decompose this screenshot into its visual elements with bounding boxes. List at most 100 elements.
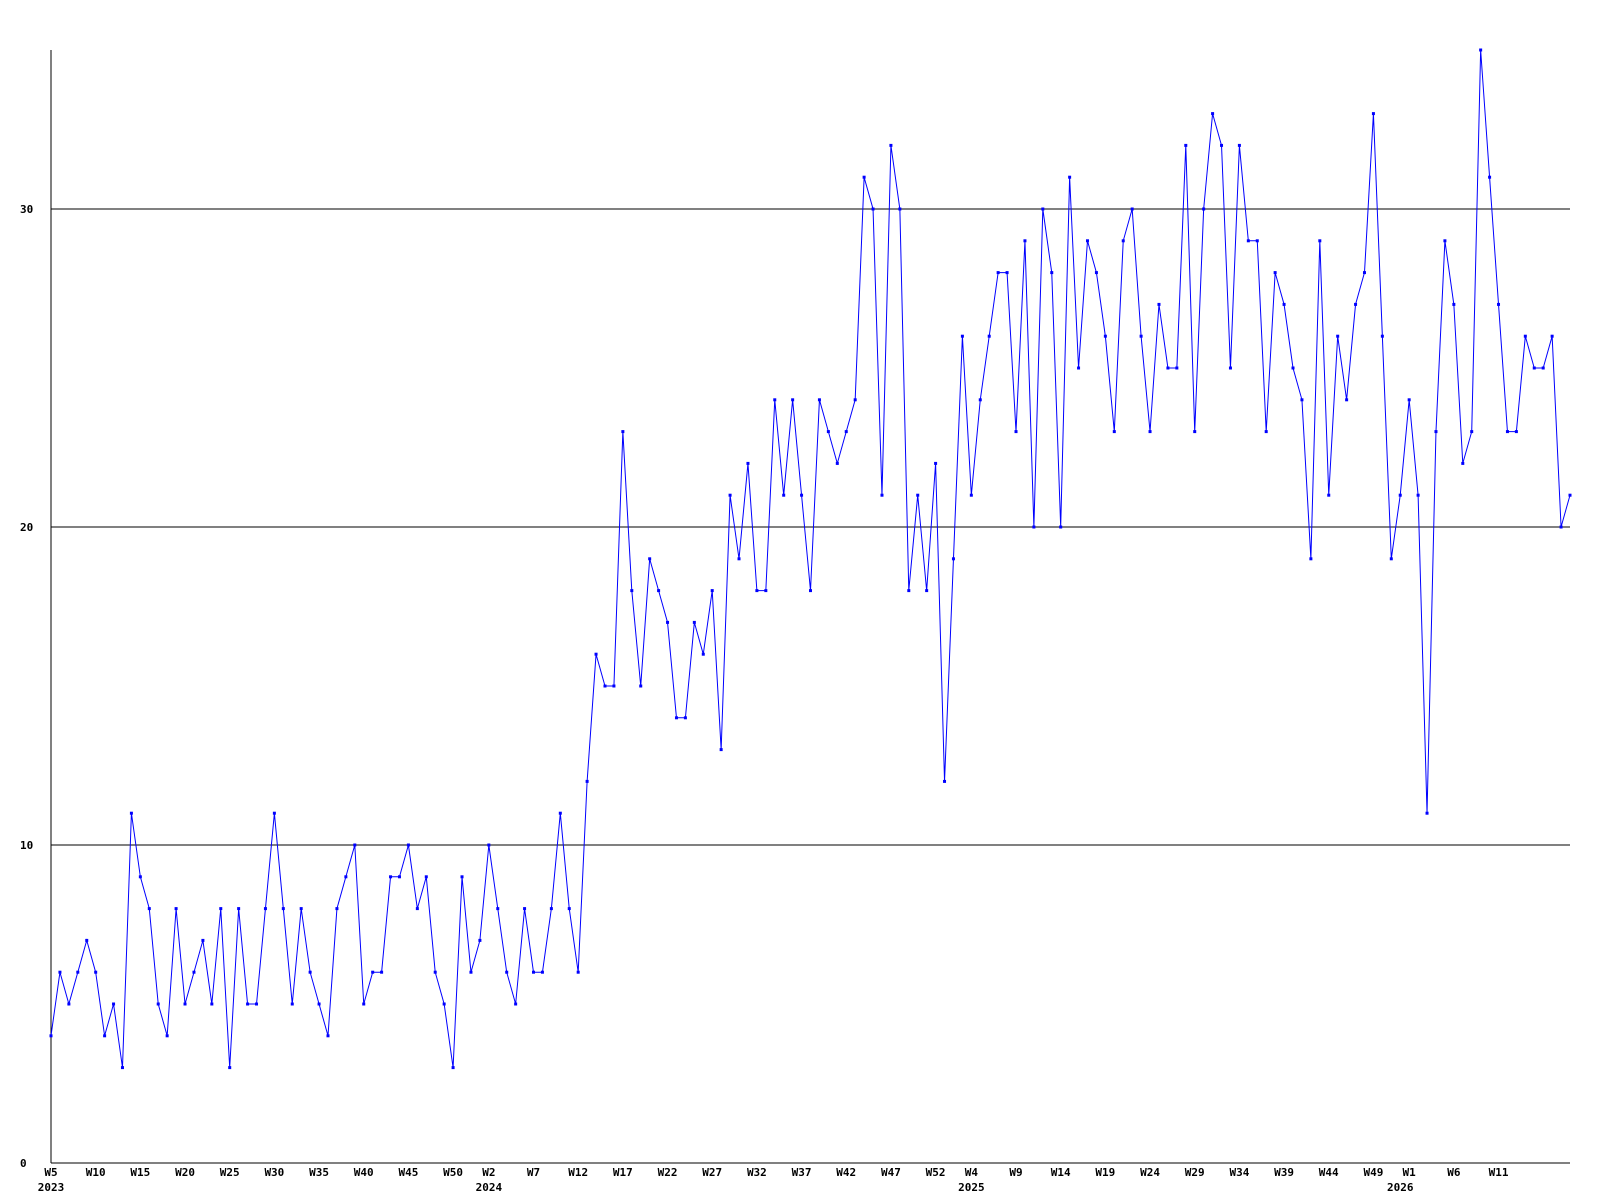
data-point (58, 970, 62, 974)
data-point (683, 716, 687, 720)
data-point (576, 970, 580, 974)
x-tick-label: W27 (702, 1166, 722, 1179)
x-tick-label: W34 (1229, 1166, 1249, 1179)
data-point (1184, 143, 1188, 147)
data-point (415, 907, 419, 911)
data-point (1157, 302, 1161, 306)
data-point (147, 907, 151, 911)
data-point (630, 589, 634, 593)
data-point (1318, 239, 1322, 243)
data-point (969, 493, 973, 497)
data-point (1398, 493, 1402, 497)
x-tick-label: W6 (1447, 1166, 1461, 1179)
data-point (657, 589, 661, 593)
data-point (1541, 366, 1545, 370)
data-point (1112, 430, 1116, 434)
x-tick-label: W15 (130, 1166, 150, 1179)
x-tick-label: W10 (86, 1166, 106, 1179)
data-point (951, 557, 955, 561)
data-point (639, 684, 643, 688)
data-point (120, 1066, 124, 1070)
data-point (737, 557, 741, 561)
x-tick-label: W22 (658, 1166, 678, 1179)
x-tick-label: W12 (568, 1166, 588, 1179)
data-point (1050, 271, 1054, 275)
data-point (219, 907, 223, 911)
data-point (263, 907, 267, 911)
x-tick-label: W17 (613, 1166, 633, 1179)
data-point (621, 430, 625, 434)
data-point (397, 875, 401, 879)
data-point (782, 493, 786, 497)
y-tick-label: 10 (20, 839, 33, 852)
data-point (174, 907, 178, 911)
data-point (791, 398, 795, 402)
data-point (835, 461, 839, 465)
data-point (996, 271, 1000, 275)
data-point (1175, 366, 1179, 370)
data-point (1505, 430, 1509, 434)
data-point (853, 398, 857, 402)
data-point (1228, 366, 1232, 370)
data-point (701, 652, 705, 656)
data-point (603, 684, 607, 688)
data-point (1005, 271, 1009, 275)
x-year-label: 2024 (476, 1181, 503, 1194)
data-point (1282, 302, 1286, 306)
data-point (1193, 430, 1197, 434)
data-point (1362, 271, 1366, 275)
data-point (326, 1034, 330, 1038)
data-point (514, 1002, 518, 1006)
y-tick-label: 30 (20, 203, 33, 216)
data-point (335, 907, 339, 911)
data-point (674, 716, 678, 720)
data-point (978, 398, 982, 402)
data-point (916, 493, 920, 497)
data-point (1077, 366, 1081, 370)
data-point (478, 938, 482, 942)
data-point (1443, 239, 1447, 243)
data-point (612, 684, 616, 688)
x-tick-label: W49 (1363, 1166, 1383, 1179)
data-point (862, 175, 866, 179)
data-point (1514, 430, 1518, 434)
data-point (1497, 302, 1501, 306)
data-point (532, 970, 536, 974)
data-point (442, 1002, 446, 1006)
data-point (49, 1034, 53, 1038)
data-point (1103, 334, 1107, 338)
x-tick-label: W45 (398, 1166, 418, 1179)
data-point (1389, 557, 1393, 561)
data-point (1425, 811, 1429, 815)
data-point (648, 557, 652, 561)
data-point (1550, 334, 1554, 338)
data-point (889, 143, 893, 147)
data-point (1148, 430, 1152, 434)
data-point (1336, 334, 1340, 338)
x-tick-label: W4 (965, 1166, 979, 1179)
data-point (1309, 557, 1313, 561)
series-line (50, 49, 1571, 1068)
x-tick-label: W14 (1051, 1166, 1071, 1179)
data-point (1085, 239, 1089, 243)
x-tick-label: W24 (1140, 1166, 1160, 1179)
data-point (1380, 334, 1384, 338)
data-point (1434, 430, 1438, 434)
data-point (666, 620, 670, 624)
data-point (817, 398, 821, 402)
data-point (496, 907, 500, 911)
data-point (1461, 461, 1465, 465)
data-point (1014, 430, 1018, 434)
data-point (1559, 525, 1563, 529)
x-tick-label: W50 (443, 1166, 463, 1179)
data-point (1220, 143, 1224, 147)
data-point (67, 1002, 71, 1006)
data-point (1166, 366, 1170, 370)
data-point (469, 970, 473, 974)
data-point (94, 970, 98, 974)
data-point (871, 207, 875, 211)
data-point (290, 1002, 294, 1006)
x-tick-label: W5 (44, 1166, 57, 1179)
x-tick-label: W52 (926, 1166, 946, 1179)
